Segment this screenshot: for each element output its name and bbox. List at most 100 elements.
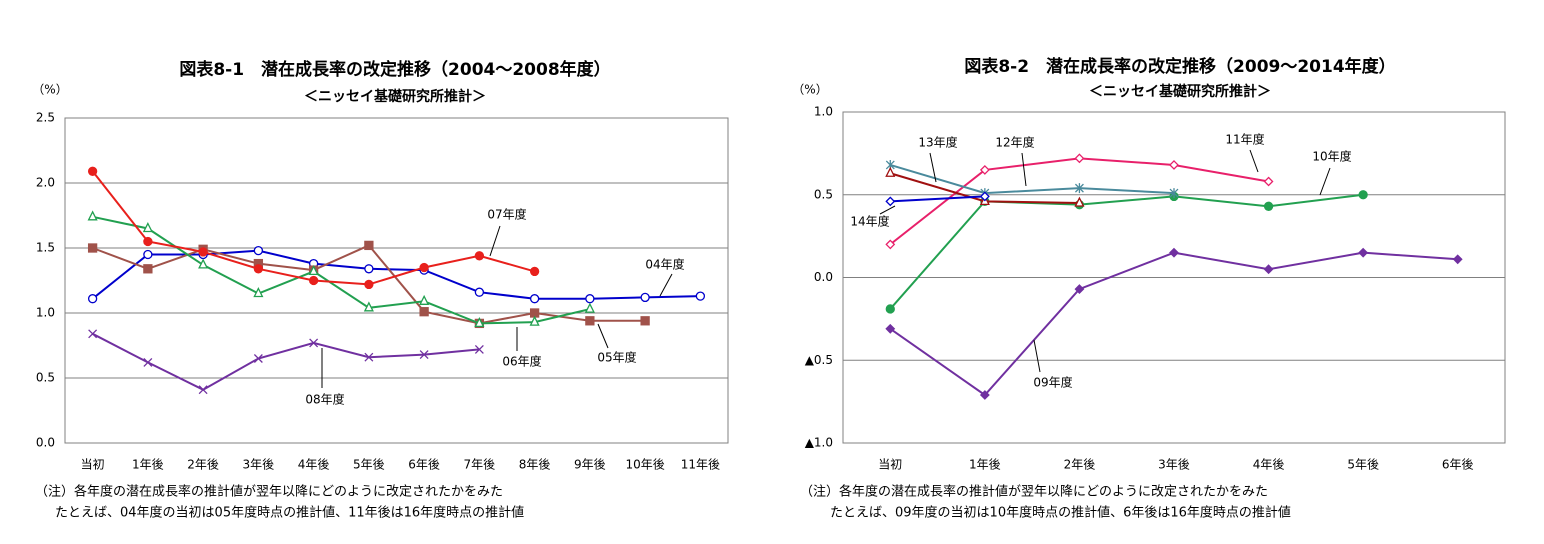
marker <box>363 301 374 312</box>
marker <box>474 251 485 261</box>
marker <box>364 279 374 290</box>
series-label: 05年度 <box>597 350 636 365</box>
marker <box>1169 188 1179 199</box>
series-line <box>890 164 1175 195</box>
marker <box>640 292 650 303</box>
marker <box>143 236 153 247</box>
marker <box>253 354 263 363</box>
y-tick-label: 0.5 <box>36 371 55 385</box>
leader-line <box>659 273 673 297</box>
marker <box>419 262 429 273</box>
x-tick-label: 8年後 <box>519 458 551 472</box>
y-tick-label: 2.0 <box>36 176 55 190</box>
series-line <box>92 249 701 300</box>
marker <box>87 294 98 304</box>
series-line <box>92 332 480 391</box>
marker <box>87 243 98 253</box>
note: たとえば、04年度の当初は05年度時点の推計値、11年後は16年度時点の推計値 <box>55 505 524 521</box>
x-tick-label: 当初 <box>878 458 902 472</box>
series-label: 06年度 <box>502 354 541 369</box>
x-tick-label: 2年後 <box>187 458 219 472</box>
marker <box>143 264 153 274</box>
y-tick-label: ▲0.5 <box>805 353 833 367</box>
plot-frame <box>64 117 729 444</box>
leader-line <box>1319 167 1331 196</box>
marker <box>529 315 540 326</box>
marker <box>1358 190 1368 200</box>
series-label: 07年度 <box>487 207 526 222</box>
marker <box>1169 247 1179 258</box>
marker <box>979 191 990 202</box>
leader-line <box>597 323 609 349</box>
x-tick-label: 3年後 <box>243 458 275 472</box>
marker <box>142 222 153 233</box>
marker <box>885 304 895 314</box>
marker <box>198 247 208 257</box>
marker <box>1358 247 1369 258</box>
y-tick-label: 1.5 <box>36 241 55 255</box>
marker <box>364 352 374 362</box>
marker <box>364 264 374 274</box>
x-tick-label: 2年後 <box>1064 458 1096 472</box>
series-label: 09年度 <box>1033 375 1072 390</box>
chart-title: 図表8-2 潜在成長率の改定推移（2009～2014年度） <box>964 56 1395 77</box>
marker <box>885 239 896 250</box>
y-tick-label: 1.0 <box>814 105 833 119</box>
marker <box>143 357 153 367</box>
chart-title: 図表8-1 潜在成長率の改定推移（2004～2008年度） <box>179 59 610 80</box>
x-tick-label: 5年後 <box>353 458 385 472</box>
y-unit: （%） <box>32 83 67 97</box>
marker <box>1074 153 1085 164</box>
marker <box>1452 254 1463 265</box>
x-tick-label: 7年後 <box>464 458 496 472</box>
x-tick-label: 当初 <box>81 458 105 472</box>
x-tick-label: 3年後 <box>1158 458 1190 472</box>
marker <box>640 316 650 326</box>
x-tick-label: 9年後 <box>574 458 606 472</box>
leader-line <box>1033 339 1041 373</box>
marker <box>529 294 540 304</box>
marker <box>1074 284 1085 295</box>
marker <box>253 264 264 274</box>
x-tick-label: 5年後 <box>1347 458 1379 472</box>
marker <box>253 245 264 256</box>
marker <box>1263 176 1274 187</box>
marker <box>308 264 319 276</box>
x-tick-label: 11年後 <box>681 458 720 472</box>
marker <box>529 266 540 277</box>
y-tick-label: ▲1.0 <box>805 436 833 450</box>
note: （注）各年度の潜在成長率の推計値が翌年以降にどのように改定されたかをみた <box>35 484 503 500</box>
marker <box>88 329 98 339</box>
x-tick-label: 1年後 <box>132 458 164 472</box>
series-label: 08年度 <box>305 392 344 407</box>
marker <box>419 350 429 360</box>
y-tick-label: 0.0 <box>36 436 55 450</box>
marker <box>198 385 208 395</box>
marker <box>419 294 430 305</box>
plot-frame <box>842 111 1506 444</box>
marker <box>1074 196 1085 207</box>
marker <box>474 344 484 354</box>
series-label: 10年度 <box>1312 149 1351 164</box>
marker <box>885 323 896 334</box>
note: たとえば、09年度の当初は10年度時点の推計値、6年後は16年度時点の推計値 <box>830 505 1291 521</box>
series-label: 12年度 <box>995 135 1034 150</box>
y-unit: （%） <box>792 83 827 97</box>
x-tick-label: 10年後 <box>625 458 664 472</box>
y-tick-label: 0.0 <box>814 270 833 284</box>
marker <box>695 291 706 301</box>
leader-line <box>1021 152 1027 187</box>
series-label: 11年度 <box>1225 132 1264 147</box>
note: （注）各年度の潜在成長率の推計値が翌年以降にどのように改定されたかをみた <box>800 484 1268 500</box>
series-line <box>890 195 985 203</box>
y-tick-label: 1.0 <box>36 306 55 320</box>
y-tick-label: 0.5 <box>814 187 833 201</box>
marker <box>419 307 429 317</box>
x-tick-label: 4年後 <box>1253 458 1285 472</box>
marker <box>585 316 595 326</box>
marker <box>1074 183 1084 194</box>
x-tick-label: 4年後 <box>298 458 330 472</box>
marker <box>309 338 319 348</box>
